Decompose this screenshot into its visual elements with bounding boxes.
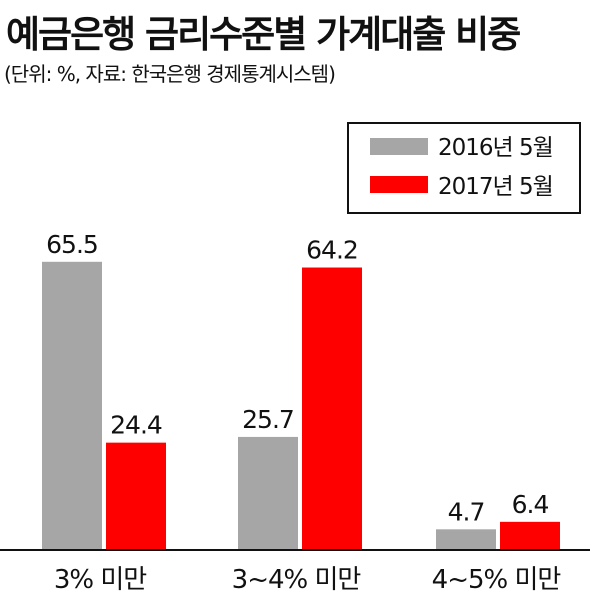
bar-value-label: 4.7 (448, 497, 485, 526)
chart-title: 예금은행 금리수준별 가계대출 비중 (6, 13, 521, 56)
bar-2017 (106, 442, 166, 550)
chart-subtitle: (단위: %, 자료: 한국은행 경제통계시스템) (4, 62, 336, 86)
x-tick-labels: 3% 미만 3~4% 미만 4~5% 미만 (54, 565, 562, 594)
bar-value-label: 65.5 (46, 230, 98, 259)
bar-2016 (42, 261, 102, 550)
bar-value-label: 25.7 (242, 405, 294, 434)
legend-label-2017: 2017년 5월 (438, 174, 553, 200)
bar-value-label: 24.4 (110, 411, 162, 440)
bar-2017 (302, 267, 362, 550)
x-tick-label: 3~4% 미만 (232, 565, 361, 594)
legend-swatch-2016 (370, 138, 428, 155)
bars: 65.5 24.4 25.7 64.2 4.7 6.4 (42, 230, 560, 550)
legend: 2016년 5월 2017년 5월 (347, 122, 581, 214)
bar-2016 (238, 436, 298, 550)
legend-label-2016: 2016년 5월 (438, 135, 553, 161)
bar-2017 (500, 521, 560, 550)
x-tick-label: 3% 미만 (54, 565, 146, 594)
bar-value-label: 6.4 (512, 490, 549, 519)
legend-swatch-2017 (370, 176, 428, 193)
bar-value-label: 64.2 (306, 236, 358, 265)
bar-2016 (436, 529, 496, 550)
x-tick-label: 4~5% 미만 (432, 565, 561, 594)
